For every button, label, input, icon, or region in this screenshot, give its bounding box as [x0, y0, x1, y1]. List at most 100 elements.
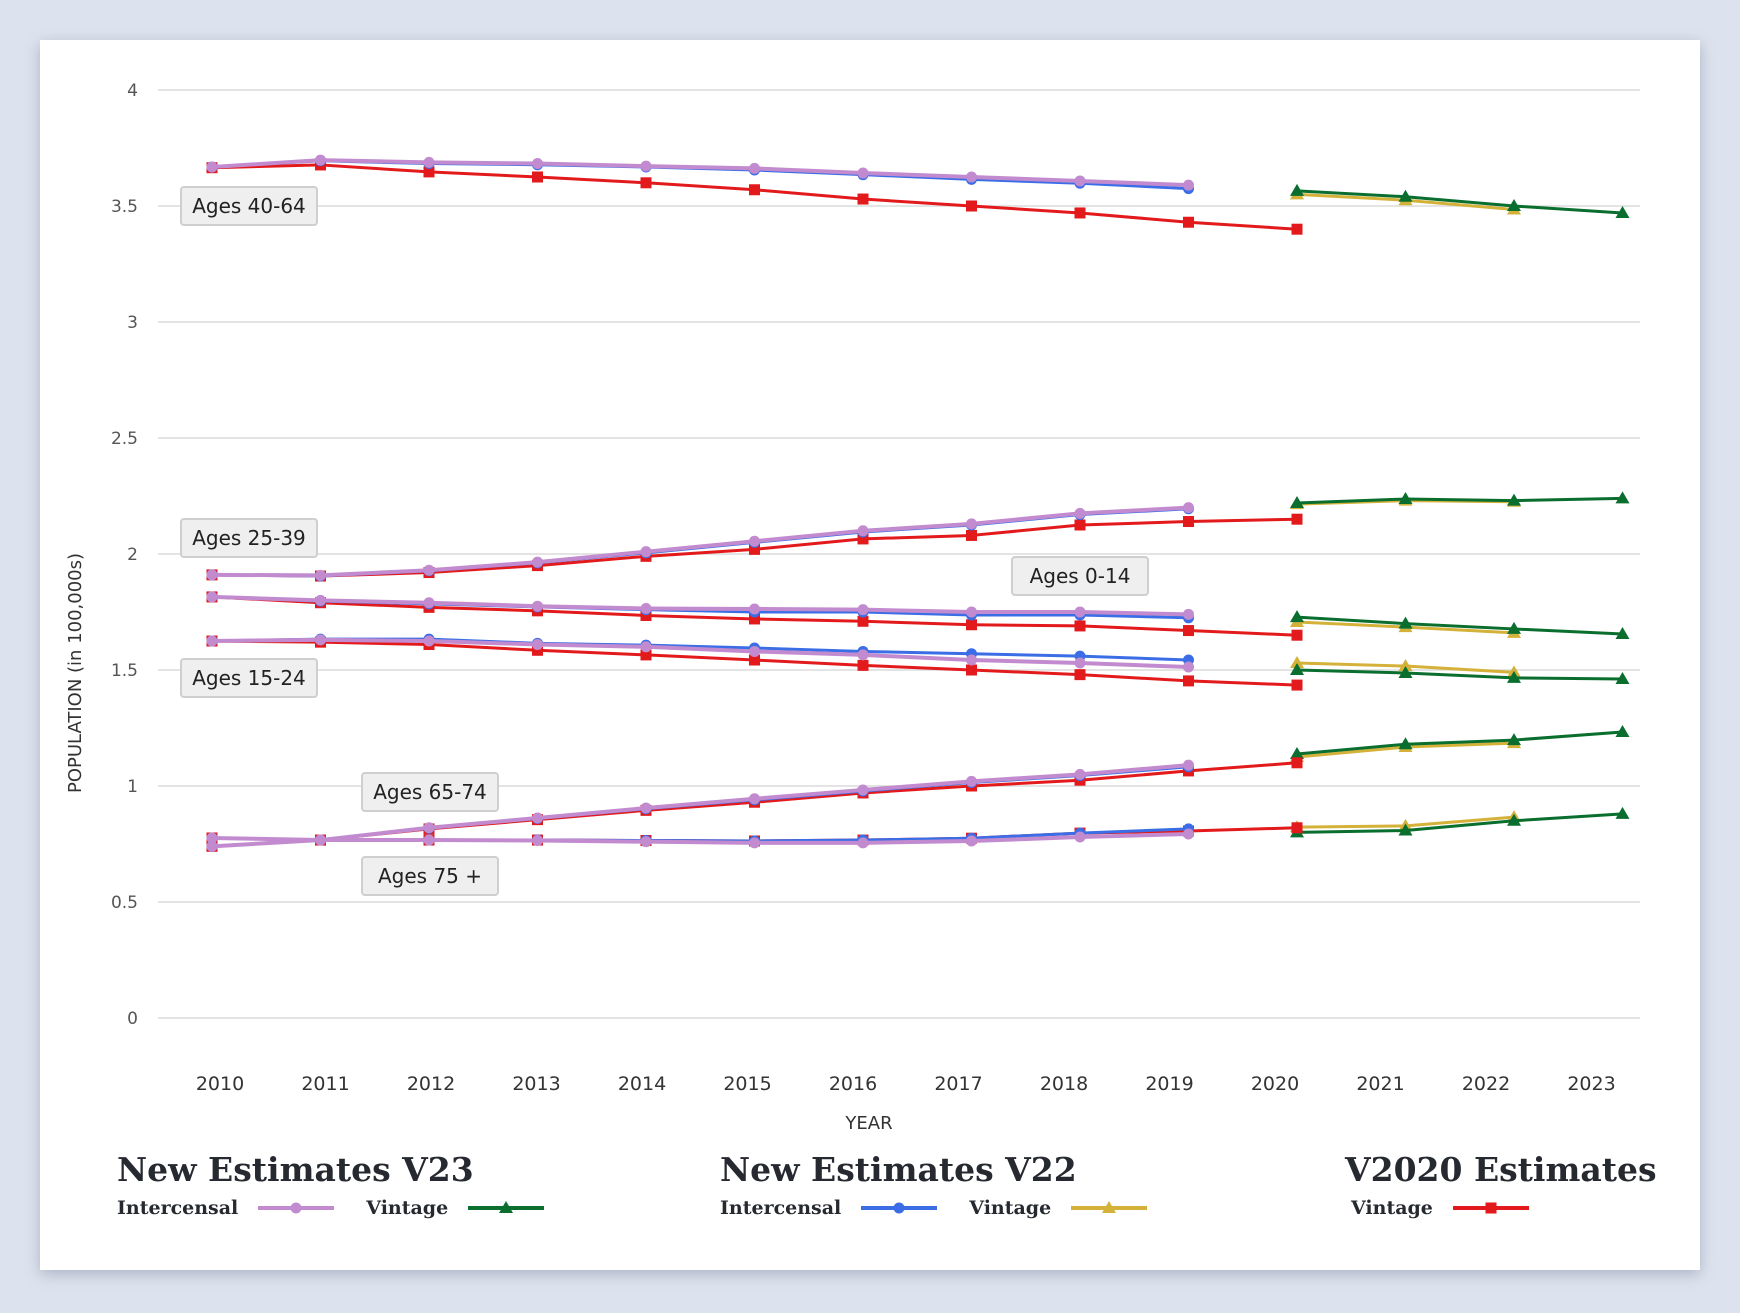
data-point [749, 793, 760, 805]
x-axis-title: YEAR [844, 1113, 892, 1134]
data-point [749, 645, 760, 657]
data-point [1507, 813, 1521, 826]
data-point [1398, 659, 1413, 672]
data-point [1398, 823, 1413, 836]
series-line [1296, 812, 1623, 834]
data-point [315, 154, 326, 166]
x-tick-label: 2013 [512, 1073, 560, 1095]
legend-title-v22: New Estimates V22 [720, 1150, 1077, 1189]
data-point [1074, 606, 1086, 618]
data-point [1615, 724, 1630, 737]
data-point [749, 535, 760, 547]
data-point [640, 160, 652, 172]
x-tick-label: 2022 [1462, 1073, 1510, 1095]
legend-marker-triangle [1102, 1201, 1117, 1213]
series-line [211, 594, 1189, 617]
data-point [532, 644, 543, 656]
data-point [857, 604, 869, 616]
data-point [423, 166, 435, 178]
data-point [1615, 205, 1630, 218]
data-point [1074, 620, 1086, 632]
data-point [640, 177, 652, 189]
data-point [423, 834, 435, 846]
data-point [966, 775, 977, 787]
data-point [1615, 806, 1630, 819]
data-point [857, 167, 869, 179]
data-point [1507, 733, 1521, 746]
series-line [211, 763, 1189, 849]
data-point [532, 835, 543, 847]
data-point [966, 654, 977, 666]
x-tick-label: 2014 [618, 1073, 666, 1095]
data-point [1291, 757, 1303, 769]
legend-swatch-v2020-vintage [1452, 1202, 1529, 1214]
data-point [206, 569, 218, 581]
series-v23-intercensal [206, 828, 1194, 849]
data-point [1183, 608, 1194, 620]
legend-swatch-v23-intercensal [258, 1202, 335, 1214]
label-ages-15-24: Ages 15-24 [180, 658, 318, 698]
data-point [1074, 669, 1086, 681]
y-tick-label: 1.5 [111, 661, 138, 681]
data-point [423, 564, 435, 576]
x-axis-ticks: 2010 2011 2012 2013 2014 2015 2016 2017 2018 2019… [196, 1073, 1616, 1095]
data-point [1183, 502, 1194, 514]
series-v23-intercensal [206, 154, 1194, 191]
data-point [1291, 629, 1303, 641]
data-point [966, 835, 977, 847]
y-tick-label: 0 [127, 1009, 138, 1029]
legend-marker-circle [893, 1202, 905, 1214]
data-point [1183, 516, 1194, 528]
data-point [532, 556, 543, 568]
data-point [749, 654, 760, 666]
data-point [1398, 492, 1413, 505]
y-tick-label: 0.5 [111, 893, 138, 913]
data-point [423, 156, 435, 168]
series-line [211, 505, 1189, 578]
data-point [1290, 183, 1304, 196]
data-point [423, 635, 435, 647]
x-tick-label: 2018 [1040, 1073, 1088, 1095]
legend-v2020: V2020 Estimates Vintage [1345, 1150, 1657, 1219]
data-point [1183, 216, 1194, 228]
x-tick-label: 2021 [1356, 1073, 1404, 1095]
series-line [211, 158, 1189, 188]
series-v23-vintage [1290, 610, 1630, 640]
series-v23-vintage [1290, 663, 1630, 685]
data-point [1290, 663, 1304, 675]
data-point [857, 533, 869, 545]
legend-v22: New Estimates V22 Intercensal Vintage [720, 1150, 1179, 1219]
data-point [966, 529, 977, 541]
data-point [749, 162, 760, 174]
data-point [966, 664, 977, 676]
data-point [1074, 207, 1086, 219]
y-tick-label: 1 [127, 777, 138, 797]
data-point [1398, 189, 1413, 202]
series-line [211, 159, 1189, 191]
series-v23-vintage [1290, 183, 1630, 218]
data-point [315, 594, 326, 606]
data-point [1074, 657, 1086, 669]
data-point [1291, 679, 1303, 691]
data-point [532, 171, 543, 183]
data-point [749, 543, 760, 555]
data-point [1507, 670, 1521, 683]
data-point [423, 597, 435, 609]
data-point [640, 649, 652, 661]
data-point [423, 822, 435, 834]
legend-label-v2020-vintage: Vintage [1351, 1197, 1433, 1219]
data-point [1290, 495, 1304, 508]
data-point [640, 802, 652, 814]
series [206, 154, 1630, 852]
data-point [1183, 675, 1194, 687]
data-point [206, 832, 218, 844]
series-line [1296, 615, 1623, 636]
data-point [1291, 513, 1303, 525]
data-point [1615, 672, 1630, 685]
series-line [1296, 730, 1623, 756]
y-tick-label: 4 [127, 81, 138, 101]
legend-label-v22-vintage: Vintage [969, 1197, 1052, 1219]
data-point [966, 619, 977, 631]
x-tick-label: 2016 [829, 1073, 877, 1095]
data-point [206, 635, 218, 647]
